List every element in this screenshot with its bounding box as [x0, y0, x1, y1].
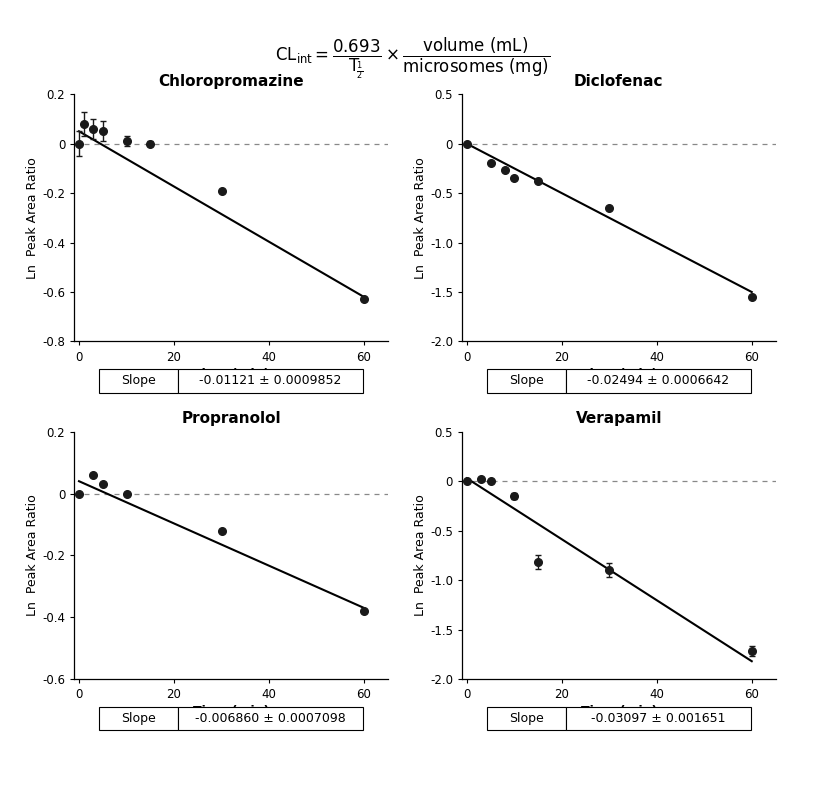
Title: Verapamil: Verapamil [576, 411, 662, 426]
Text: Slope: Slope [509, 374, 544, 387]
Title: Propranolol: Propranolol [182, 411, 280, 426]
Text: -0.03097 ± 0.001651: -0.03097 ± 0.001651 [591, 712, 726, 725]
Text: -0.006860 ± 0.0007098: -0.006860 ± 0.0007098 [196, 712, 346, 725]
Text: -0.01121 ± 0.0009852: -0.01121 ± 0.0009852 [200, 374, 342, 387]
X-axis label: Time (min): Time (min) [193, 705, 269, 718]
Text: Slope: Slope [121, 374, 156, 387]
Text: Slope: Slope [509, 712, 544, 725]
Y-axis label: Ln  Peak Area Ratio: Ln Peak Area Ratio [26, 157, 40, 279]
Y-axis label: Ln  Peak Area Ratio: Ln Peak Area Ratio [414, 495, 427, 616]
Text: Slope: Slope [121, 712, 156, 725]
Title: Diclofenac: Diclofenac [574, 74, 663, 89]
Text: $\mathrm{CL_{int}=\dfrac{0.693}{T_{\!\frac{1}{2}}}\times\dfrac{volume\ (mL)}{mic: $\mathrm{CL_{int}=\dfrac{0.693}{T_{\!\fr… [275, 35, 550, 82]
Title: Chloropromazine: Chloropromazine [158, 74, 304, 89]
Text: -0.02494 ± 0.0006642: -0.02494 ± 0.0006642 [587, 374, 729, 387]
Y-axis label: Ln  Peak Area Ratio: Ln Peak Area Ratio [414, 157, 427, 279]
X-axis label: Time (min): Time (min) [581, 705, 657, 718]
X-axis label: Time (min): Time (min) [193, 367, 269, 381]
X-axis label: Time (min): Time (min) [581, 367, 657, 381]
Y-axis label: Ln  Peak Area Ratio: Ln Peak Area Ratio [26, 495, 40, 616]
